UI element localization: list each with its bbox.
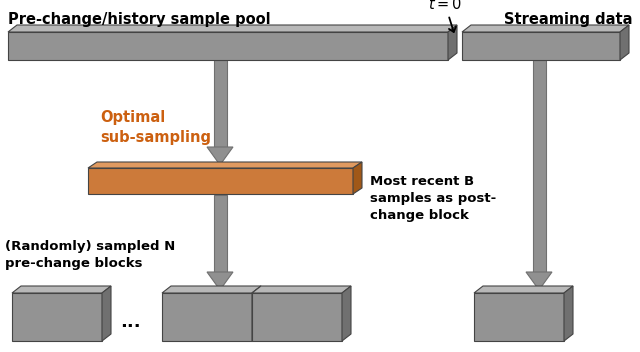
Polygon shape [252,286,351,293]
Polygon shape [102,286,111,341]
Polygon shape [162,286,261,293]
Bar [12,293,102,341]
Bar [88,168,353,194]
Polygon shape [474,286,573,293]
Polygon shape [8,25,457,32]
Bar [474,293,564,341]
Bar [532,60,545,272]
Bar [162,293,252,341]
Polygon shape [12,286,111,293]
Bar [214,60,227,147]
Polygon shape [448,25,457,60]
Polygon shape [353,162,362,194]
Text: Pre-change/history sample pool: Pre-change/history sample pool [8,12,271,27]
Polygon shape [342,286,351,341]
Polygon shape [88,162,362,168]
Text: Most recent B
samples as post-
change block: Most recent B samples as post- change bl… [370,175,496,222]
Bar [214,195,227,272]
Bar [8,32,448,60]
Text: $t = 0$: $t = 0$ [428,0,462,32]
Polygon shape [252,286,261,341]
Text: Streaming data: Streaming data [504,12,632,27]
Polygon shape [462,25,629,32]
Bar [252,293,342,341]
Bar [462,32,620,60]
Polygon shape [620,25,629,60]
Text: ...: ... [120,313,140,331]
Polygon shape [207,147,233,165]
Polygon shape [564,286,573,341]
Polygon shape [526,272,552,290]
Text: Optimal
sub-sampling: Optimal sub-sampling [100,110,211,145]
Polygon shape [207,272,233,290]
Text: (Randomly) sampled N
pre-change blocks: (Randomly) sampled N pre-change blocks [5,240,175,270]
